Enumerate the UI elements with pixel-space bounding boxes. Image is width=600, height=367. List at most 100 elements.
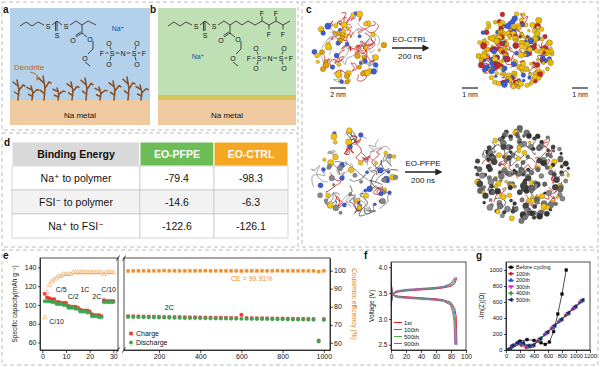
tick: 200 [493,331,506,337]
data-point [188,316,191,319]
data-point [229,317,232,320]
molecule-atom [487,145,492,150]
molecule-atom [517,26,521,30]
molecule-atom [491,49,497,55]
molecule-atom [478,62,484,68]
data-point [219,316,222,319]
data-point [147,269,150,272]
data-point [539,336,542,341]
data-point [64,272,69,276]
cell-bg [12,166,140,190]
legend: 1st100th500th900th [394,320,419,347]
molecule-strand [526,140,536,155]
tick: 20 [403,350,411,360]
data-point [137,315,140,318]
dendrite [95,87,107,100]
tick-label: 40 [418,353,426,360]
axis-line [40,259,41,351]
molecule-atom [498,163,501,166]
data-point [214,316,217,319]
molecule-atom [387,170,390,173]
legend-label: 500th [404,334,419,340]
molecule-atom [543,51,546,54]
legend-entry: 900th [394,341,419,347]
molecule-atom [358,35,361,38]
molecule-atom [536,58,539,61]
data-point [152,316,155,319]
data-point [152,315,155,318]
axis-line [391,263,392,351]
molecule-strand [338,191,362,207]
tick-label: 60 [29,339,37,346]
molecule-atom [524,53,527,56]
data-point [307,317,310,320]
molecule-atom [521,73,526,78]
molecule-atom [500,213,505,218]
legend-entry: 1st [394,320,412,326]
tick-mark [38,267,40,268]
annotation: C/2 [68,293,79,300]
legend-label: Charge [136,330,159,338]
data-point [168,315,171,318]
data-point [45,290,50,294]
molecule-atom [519,129,522,132]
molecule-atom [490,61,495,66]
data-point [42,315,47,319]
chart: 200400600800100060708090100Coulombic eff… [124,258,358,360]
tick-label: 1200 [584,353,597,359]
tick-mark [38,305,40,306]
molecule-atom [479,173,485,179]
molecule-atom [494,38,500,44]
tick: 800 [277,350,289,360]
data-point [307,269,310,272]
molecule-atom [554,202,558,206]
tick: 400 [195,350,207,360]
molecule-atom [489,69,494,74]
bond [253,58,256,59]
data-point [507,347,510,350]
molecule-atom [494,184,498,188]
simulation-panel: EO-CTRL200 ns2 nm1 nm1 nmEO-PFPE200 ns [311,11,588,224]
atom-label: F [267,31,271,38]
molecule-atom [522,150,527,155]
data-point [286,318,289,321]
molecule-strand [335,162,368,181]
legend-entry: 300th [508,284,530,290]
molecule-strand [544,137,550,147]
molecule-atom [509,216,514,221]
atom-label: S [55,32,60,39]
protective-layer [158,95,296,100]
value-cell: -79.4 [165,172,189,184]
tick-label: 3.5 [378,290,387,297]
data-point [250,317,253,320]
bond [262,17,263,22]
bond [138,53,141,54]
series-line [509,301,582,350]
molecule-atom [482,193,488,199]
figure: SSSOOONa⁺NSSOOOOFFNa metalDendriteSSSOOO… [0,0,600,367]
legend: Before cycling100th200th300th400th500th [508,264,551,303]
system-name: EO-PFPE [405,159,440,168]
molecule-atom [374,161,377,164]
data-point [137,315,140,318]
molecule-atom [546,136,549,139]
molecule-atom [487,204,493,210]
data-point [552,330,555,333]
legend-entry: Charge [130,330,160,338]
molecule-atom [516,85,519,88]
value-cell: -126.1 [236,220,266,232]
data-point [132,315,135,318]
annotation: 2C [92,293,101,300]
molecule-atom [501,82,507,88]
data-point [188,316,191,319]
legend-line [394,343,402,344]
molecule-atom [519,218,525,224]
molecule-atom [509,145,513,149]
plot-area [506,269,584,350]
header-cell-bg [214,142,288,166]
bond [263,58,267,59]
molecule-atom [519,44,524,49]
bond [269,25,270,30]
molecule-atom [550,52,554,56]
plot-frame [124,258,330,350]
